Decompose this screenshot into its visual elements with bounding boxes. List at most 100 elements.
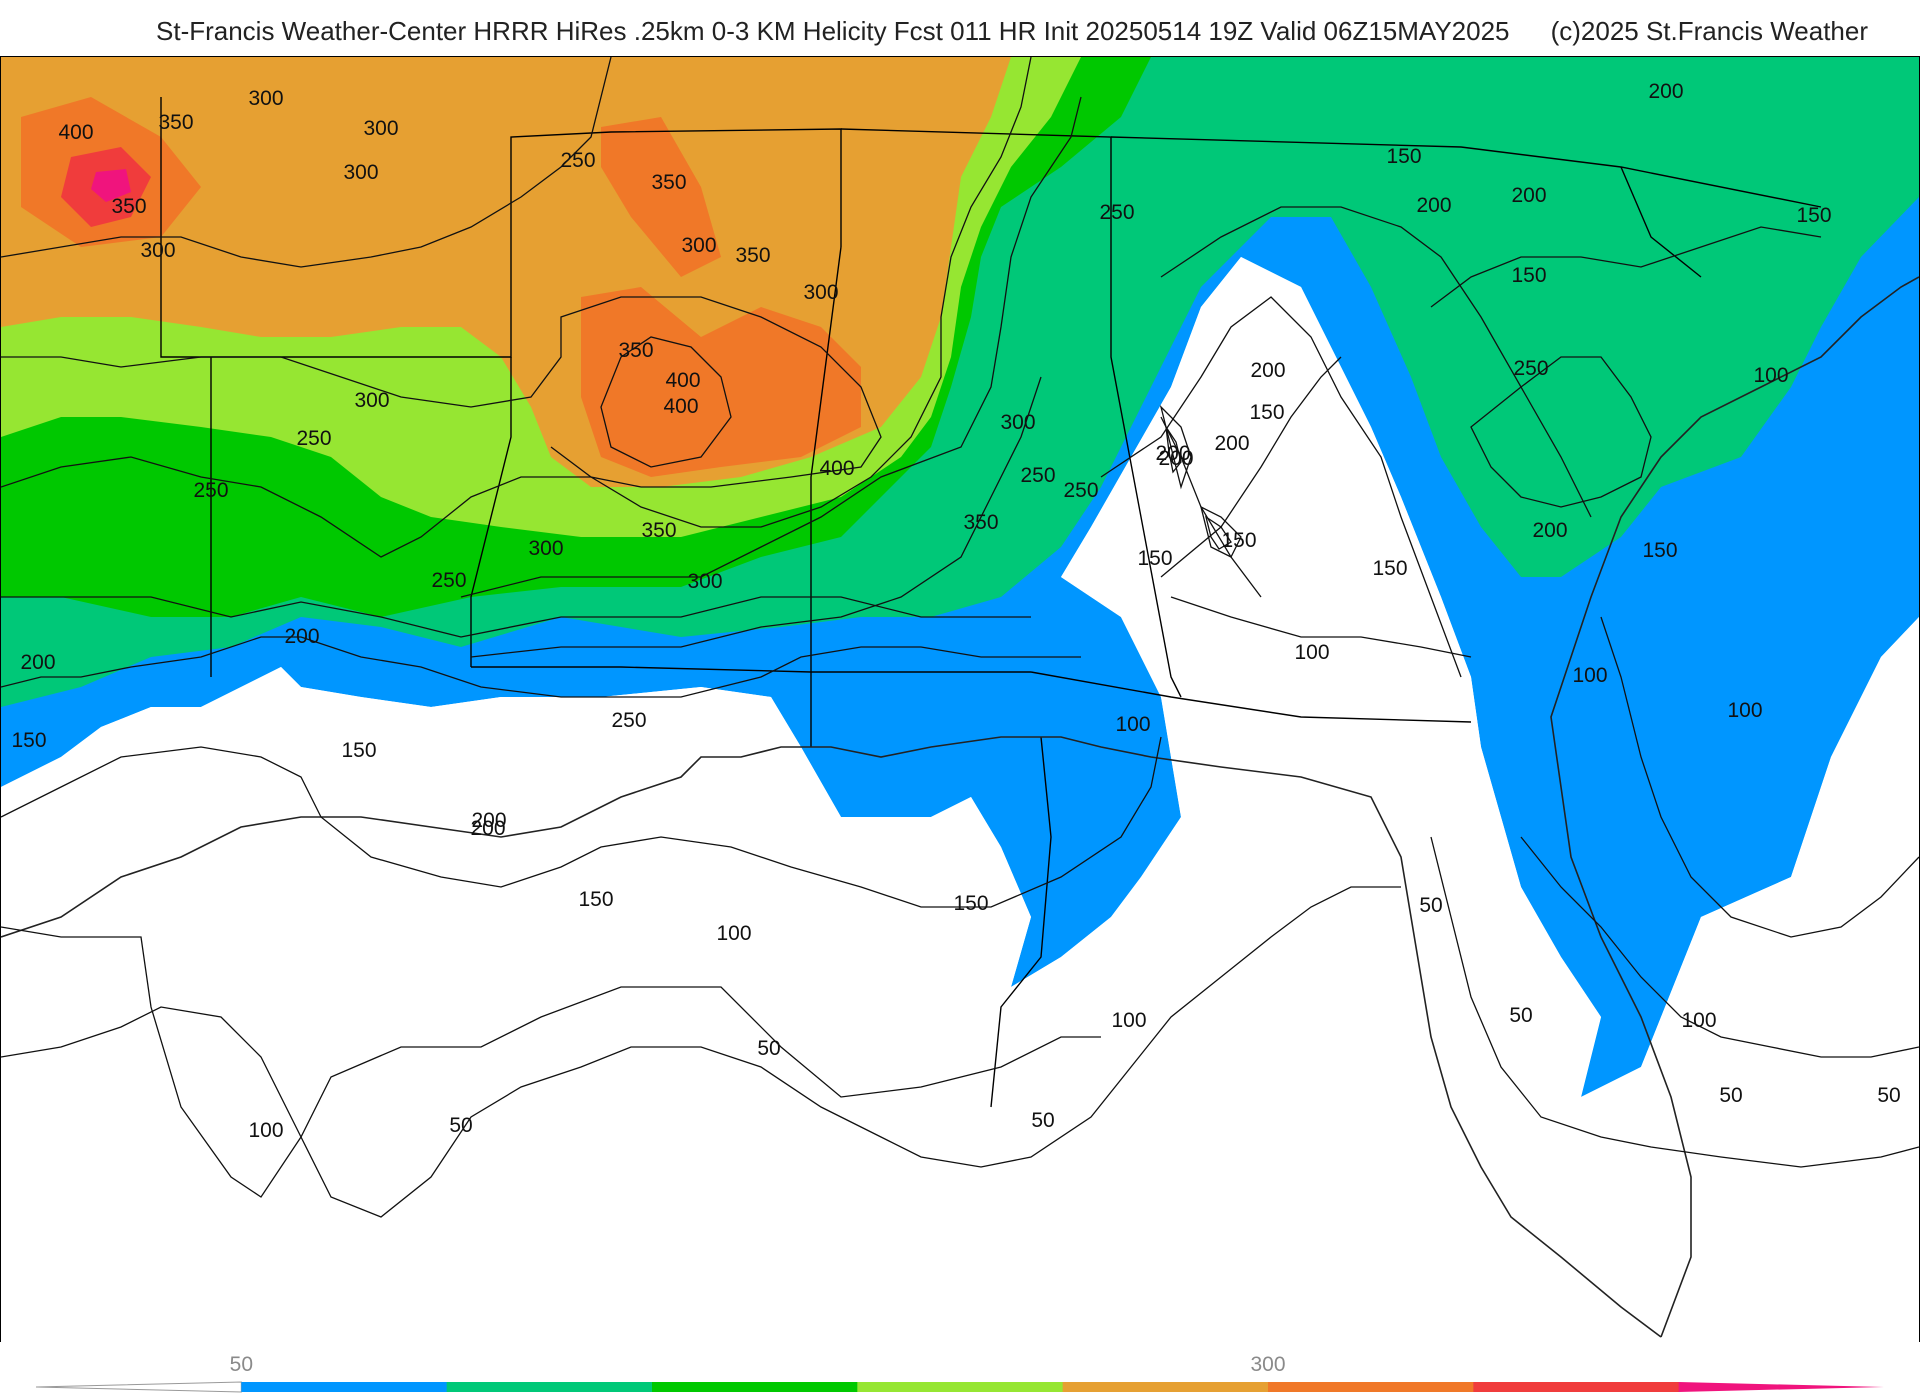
state-border-line xyxy=(160,97,842,358)
contour-label: 350 xyxy=(618,339,653,362)
contour-label: 150 xyxy=(341,739,376,762)
fill-darkorange xyxy=(581,287,861,477)
contour-label: 250 xyxy=(560,149,595,172)
contour-label: 300 xyxy=(681,234,716,257)
legend-colorbar: 50 300 xyxy=(35,1353,1884,1393)
contour-label: 400 xyxy=(663,395,698,418)
contour-label: 300 xyxy=(1000,411,1035,434)
contour-label: 350 xyxy=(158,111,193,134)
contour-line xyxy=(1520,836,1919,1058)
contour-label: 400 xyxy=(58,121,93,144)
contour-label: 200 xyxy=(1511,184,1546,207)
contour-label: 300 xyxy=(248,87,283,110)
legend-swatch xyxy=(1268,1382,1474,1392)
contour-label: 200 xyxy=(471,809,506,832)
contour-label: 50 xyxy=(449,1114,472,1137)
contour-line xyxy=(1470,356,1652,508)
contour-label: 300 xyxy=(354,389,389,412)
contour-line xyxy=(1165,426,1182,474)
legend-swatch xyxy=(35,1381,242,1393)
contour-label: 50 xyxy=(757,1037,780,1060)
color-legend: 50 300 xyxy=(0,1342,1920,1400)
contour-label: 350 xyxy=(963,511,998,534)
coastline-line xyxy=(1550,276,1919,1338)
contour-label: 400 xyxy=(665,369,700,392)
helicity-map: 400 350 300 350 300 300 300 250 350 300 350 350 300 4… xyxy=(1,57,1919,1343)
fill-white-gulf xyxy=(1,257,1919,1343)
contour-line xyxy=(460,96,1082,598)
contour-line xyxy=(1159,404,1192,490)
map-panel: 400 350 300 350 300 300 300 250 350 300 350 350 300 4… xyxy=(0,56,1920,1344)
contour-lines xyxy=(1,57,1919,1218)
state-border-line xyxy=(1030,671,1472,723)
contour-label: 350 xyxy=(651,171,686,194)
contour-label: 250 xyxy=(1063,479,1098,502)
contour-label: 250 xyxy=(611,709,646,732)
legend-swatch xyxy=(1473,1382,1680,1392)
contour-label: 150 xyxy=(953,892,988,915)
contour-label: 150 xyxy=(1642,539,1677,562)
coastline-line xyxy=(1,736,1662,1338)
contour-label: 200 xyxy=(1250,359,1285,382)
contour-line xyxy=(1170,596,1472,658)
contour-line xyxy=(1430,836,1919,1168)
contour-label: 250 xyxy=(193,479,228,502)
contour-label: 350 xyxy=(111,195,146,218)
contour-line xyxy=(600,336,732,468)
state-border-line xyxy=(1620,166,1702,278)
state-border-line xyxy=(810,246,842,747)
contour-line xyxy=(470,376,1042,658)
legend-swatch xyxy=(446,1382,653,1392)
contour-label: 300 xyxy=(528,537,563,560)
contour-line xyxy=(1,886,1401,1218)
contour-label: 100 xyxy=(1727,699,1762,722)
contour-line xyxy=(1,57,1032,558)
contour-label: 100 xyxy=(1753,364,1788,387)
contour-line xyxy=(1160,206,1592,518)
contour-label: 250 xyxy=(1020,464,1055,487)
contour-label: 100 xyxy=(1681,1009,1716,1032)
contour-label: 150 xyxy=(11,729,46,752)
legend-tick-label: 50 xyxy=(230,1353,253,1376)
contour-label: 150 xyxy=(1249,401,1284,424)
contour-label: 100 xyxy=(1115,713,1150,736)
contour-labels: 400 350 300 350 300 300 300 250 350 300 350 350 300 4… xyxy=(11,80,1900,1142)
contour-label: 100 xyxy=(1111,1009,1146,1032)
state-border-line xyxy=(1110,136,1822,208)
contour-label: 250 xyxy=(1513,357,1548,380)
contour-label: 100 xyxy=(1572,664,1607,687)
contour-label: 200 xyxy=(1648,80,1683,103)
contour-label: 150 xyxy=(1796,204,1831,227)
contour-label: 50 xyxy=(1877,1084,1900,1107)
contour-label: 100 xyxy=(248,1119,283,1142)
contour-line xyxy=(1204,515,1232,550)
state-border-line xyxy=(840,128,1182,698)
fill-darkorange-north xyxy=(601,117,721,277)
contour-label: 150 xyxy=(1511,264,1546,287)
legend-swatch xyxy=(1062,1382,1269,1392)
contour-label: 300 xyxy=(363,117,398,140)
contour-line xyxy=(1,736,1162,908)
contour-label: 150 xyxy=(1137,547,1172,570)
contour-label: 400 xyxy=(819,457,854,480)
contour-label: 150 xyxy=(1386,145,1421,168)
contour-label: 300 xyxy=(140,239,175,262)
contour-line xyxy=(1200,505,1242,558)
legend-swatch xyxy=(857,1382,1064,1392)
contour-label: 300 xyxy=(803,281,838,304)
contour-line xyxy=(1,926,1101,1198)
legend-swatch xyxy=(652,1382,858,1392)
contour-label: 350 xyxy=(735,244,770,267)
contour-line xyxy=(1,296,882,488)
contour-label: 50 xyxy=(1509,1004,1532,1027)
contour-line xyxy=(1,57,612,268)
coastline xyxy=(1,276,1919,1338)
contour-label: 200 xyxy=(1532,519,1567,542)
contour-label: 150 xyxy=(1221,529,1256,552)
contour-label: 150 xyxy=(578,888,613,911)
contour-label: 200 xyxy=(1416,194,1451,217)
copyright: (c)2025 St.Francis Weather xyxy=(1550,16,1868,46)
contour-label: 50 xyxy=(1031,1109,1054,1132)
fill-magenta xyxy=(91,169,131,202)
contour-label: 200 xyxy=(1214,432,1249,455)
